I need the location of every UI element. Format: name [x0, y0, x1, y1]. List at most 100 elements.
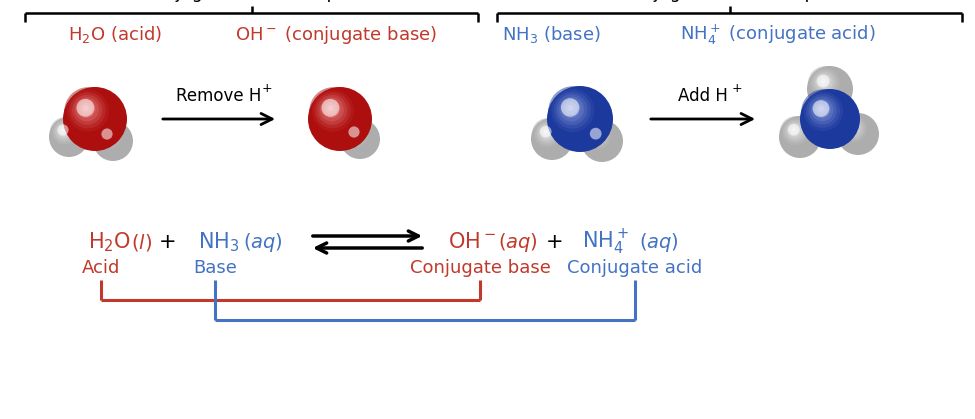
Circle shape: [594, 132, 598, 136]
Circle shape: [533, 120, 562, 147]
Circle shape: [787, 123, 802, 139]
Circle shape: [309, 87, 357, 135]
Circle shape: [322, 99, 339, 117]
Circle shape: [838, 113, 870, 145]
Text: Conjugate base: Conjugate base: [410, 259, 551, 277]
Circle shape: [846, 121, 858, 132]
Circle shape: [341, 119, 370, 149]
Circle shape: [587, 125, 606, 145]
Circle shape: [819, 106, 824, 112]
Circle shape: [59, 127, 67, 134]
Circle shape: [782, 118, 809, 145]
Circle shape: [347, 126, 363, 140]
Circle shape: [808, 96, 837, 124]
Circle shape: [544, 130, 548, 134]
Circle shape: [813, 101, 831, 118]
Circle shape: [811, 99, 834, 122]
Circle shape: [547, 86, 613, 152]
Text: +: +: [731, 82, 742, 95]
Circle shape: [50, 117, 80, 147]
Circle shape: [344, 122, 367, 145]
Circle shape: [540, 127, 552, 138]
Circle shape: [75, 98, 98, 122]
Circle shape: [100, 127, 115, 142]
Circle shape: [72, 95, 102, 125]
Circle shape: [320, 98, 344, 122]
Circle shape: [328, 105, 333, 111]
Circle shape: [565, 102, 577, 114]
Circle shape: [52, 119, 78, 145]
Circle shape: [789, 124, 800, 136]
Circle shape: [812, 70, 838, 96]
Circle shape: [551, 89, 595, 132]
Circle shape: [790, 126, 799, 134]
Circle shape: [548, 86, 598, 136]
Circle shape: [584, 122, 611, 149]
Text: $\mathsf{NH_4^+}$: $\mathsf{NH_4^+}$: [582, 228, 629, 257]
Circle shape: [850, 125, 854, 129]
Text: $\mathsf{NH_3}$ (base): $\mathsf{NH_3}$ (base): [502, 24, 601, 46]
Circle shape: [55, 122, 73, 141]
Circle shape: [93, 121, 133, 161]
Text: $\mathsf{H_2O}$: $\mathsf{H_2O}$: [88, 230, 131, 254]
Circle shape: [788, 124, 800, 135]
Circle shape: [557, 94, 587, 125]
Circle shape: [76, 99, 95, 117]
Circle shape: [800, 89, 860, 149]
Circle shape: [813, 72, 836, 93]
Circle shape: [323, 100, 340, 118]
Circle shape: [317, 95, 347, 125]
Circle shape: [325, 103, 337, 115]
Circle shape: [77, 100, 96, 118]
Circle shape: [783, 119, 807, 143]
Circle shape: [308, 87, 372, 151]
Circle shape: [582, 120, 613, 152]
Circle shape: [806, 94, 839, 128]
Circle shape: [560, 97, 584, 122]
Circle shape: [340, 119, 380, 159]
Circle shape: [80, 103, 92, 115]
Circle shape: [58, 124, 68, 136]
Circle shape: [64, 87, 112, 135]
Circle shape: [101, 128, 112, 140]
Circle shape: [819, 77, 828, 86]
Circle shape: [346, 124, 365, 143]
Text: Add H: Add H: [678, 87, 728, 105]
Text: $\mathsf{OH^-}$: $\mathsf{OH^-}$: [448, 232, 496, 252]
Text: Base: Base: [193, 259, 237, 277]
Circle shape: [792, 128, 796, 132]
Text: ($\mathit{aq}$): ($\mathit{aq}$): [639, 230, 679, 253]
Circle shape: [63, 87, 127, 151]
Text: ($\mathit{l}$): ($\mathit{l}$): [131, 232, 152, 253]
Circle shape: [779, 116, 821, 158]
Circle shape: [780, 116, 811, 147]
Circle shape: [98, 124, 120, 147]
Circle shape: [590, 128, 602, 140]
Circle shape: [351, 129, 358, 136]
Circle shape: [539, 125, 555, 141]
Circle shape: [105, 132, 109, 136]
Circle shape: [98, 126, 118, 145]
Circle shape: [810, 68, 840, 98]
Circle shape: [816, 103, 828, 115]
Circle shape: [103, 131, 111, 138]
Circle shape: [531, 118, 564, 150]
Text: ($\mathit{aq}$): ($\mathit{aq}$): [498, 230, 538, 253]
Circle shape: [846, 122, 858, 133]
Circle shape: [567, 105, 573, 111]
Text: +: +: [546, 232, 564, 252]
Circle shape: [61, 128, 65, 132]
Circle shape: [562, 99, 580, 118]
Circle shape: [537, 123, 557, 143]
Circle shape: [352, 130, 356, 134]
Circle shape: [535, 122, 559, 145]
Circle shape: [815, 73, 833, 91]
Text: Remove H: Remove H: [176, 87, 261, 105]
Text: +: +: [159, 232, 176, 252]
Circle shape: [542, 128, 550, 136]
Circle shape: [315, 92, 351, 128]
Circle shape: [817, 75, 830, 88]
Circle shape: [554, 91, 591, 129]
Circle shape: [821, 79, 826, 83]
Circle shape: [49, 117, 89, 157]
